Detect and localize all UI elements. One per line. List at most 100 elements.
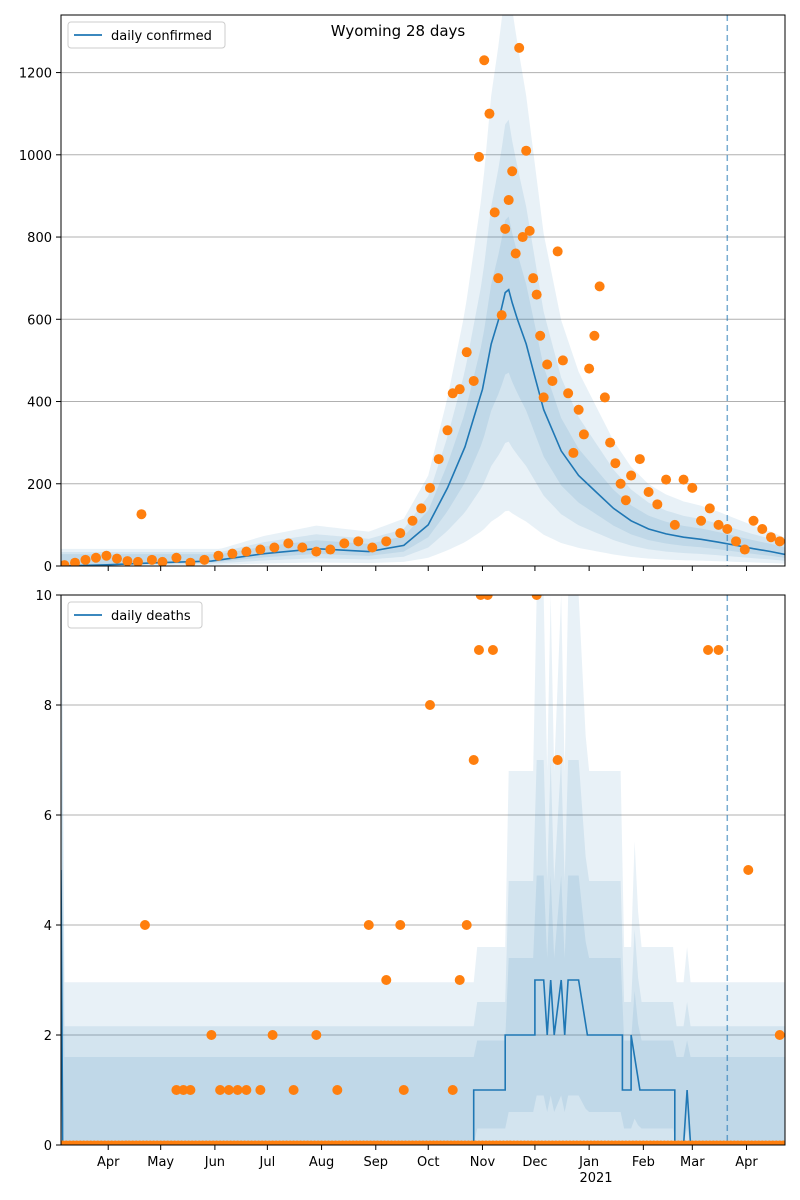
y-tick-label: 1000: [19, 149, 52, 164]
legend-label: daily confirmed: [111, 29, 212, 44]
y-tick-label: 8: [44, 699, 52, 714]
y-tick-label: 600: [27, 313, 52, 328]
data-point: [757, 523, 768, 534]
data-point: [510, 248, 521, 259]
data-point: [332, 1085, 343, 1095]
data-point: [620, 495, 631, 506]
data-point: [367, 542, 378, 553]
y-tick-label: 1200: [19, 67, 52, 82]
data-point: [482, 595, 493, 600]
chart-title: Wyoming 28 days: [331, 22, 466, 40]
data-point: [528, 273, 539, 284]
data-point: [288, 1085, 299, 1095]
data-point: [599, 392, 610, 403]
data-point: [381, 975, 392, 985]
data-point: [424, 700, 435, 710]
data-point: [139, 920, 150, 930]
data-point: [678, 474, 689, 485]
data-point: [748, 515, 759, 526]
data-point: [395, 920, 406, 930]
data-point: [339, 538, 350, 549]
data-point: [552, 246, 563, 257]
data-point: [626, 470, 637, 481]
data-point: [454, 975, 465, 985]
data-point: [652, 499, 663, 510]
data-point: [487, 645, 498, 655]
data-point: [687, 482, 698, 493]
series-line: [61, 869, 785, 1145]
data-point: [398, 1085, 409, 1095]
deaths-panel: 0 2 4 6 8 10 daily deaths: [35, 589, 786, 1154]
data-point: [731, 536, 742, 547]
data-point: [433, 454, 444, 465]
data-point: [171, 1085, 182, 1095]
x-tick-label: Apr: [97, 1155, 120, 1170]
data-point: [557, 355, 568, 366]
data-point: [743, 865, 754, 875]
series-line: [61, 288, 785, 566]
legend-box: [67, 601, 203, 629]
x-tick-label: Nov: [470, 1155, 496, 1170]
data-point: [479, 55, 490, 66]
data-point: [589, 330, 600, 341]
data-point: [442, 425, 453, 436]
data-point: [146, 554, 157, 565]
data-point: [774, 536, 785, 547]
x-axis: Apr May Jun Jul Aug Sep Oct Nov Dec Jan Feb Mar Apr: [97, 1155, 758, 1170]
data-point: [136, 509, 147, 520]
data-point: [535, 330, 546, 341]
x-tick-label: Aug: [309, 1155, 334, 1170]
data-point: [111, 553, 122, 564]
y-tick-label: 6: [44, 809, 52, 824]
x-tick-label: May: [147, 1155, 174, 1170]
data-point: [80, 554, 91, 565]
data-point: [424, 482, 435, 493]
data-point: [461, 347, 472, 358]
data-point: [774, 1030, 785, 1040]
data-point: [594, 281, 605, 292]
data-point: [661, 474, 672, 485]
data-point: [468, 755, 479, 765]
y-tick-label: 4: [44, 919, 52, 934]
data-point: [395, 528, 406, 539]
x-tick-label: Jul: [259, 1155, 276, 1170]
data-point: [311, 1030, 322, 1040]
data-point: [215, 1085, 226, 1095]
uncertainty-band: [61, 595, 785, 1145]
data-point: [185, 1085, 196, 1095]
y-tick-label: 200: [27, 478, 52, 493]
data-point: [643, 486, 654, 497]
confirmed-panel: 0 200 400 600 800 1000 1200 daily confirmed: [19, 14, 786, 575]
data-point: [101, 550, 112, 561]
data-point: [696, 515, 707, 526]
data-point: [90, 552, 101, 563]
data-point: [739, 544, 750, 555]
data-point: [493, 273, 504, 284]
legend-box: [67, 21, 226, 49]
data-point: [778, 1140, 785, 1145]
data-point: [297, 542, 308, 553]
x-tick-label: Mar: [680, 1155, 705, 1170]
data-point: [178, 1085, 189, 1095]
data-point: [722, 523, 733, 534]
data-point: [311, 546, 322, 557]
data-point: [766, 532, 777, 543]
data-point: [223, 1085, 234, 1095]
data-point: [531, 289, 542, 300]
data-point: [461, 920, 472, 930]
legend-label: daily deaths: [111, 609, 191, 624]
plot-area: [61, 595, 785, 1145]
data-point: [69, 557, 80, 566]
axes-frame: [60, 14, 786, 567]
data-point: [615, 478, 626, 489]
data-point: [199, 554, 210, 565]
x-axis-year-label: 2021: [579, 1171, 612, 1186]
data-point: [568, 447, 579, 458]
data-point: [363, 920, 374, 930]
data-point: [255, 1085, 266, 1095]
data-point: [468, 375, 479, 386]
data-point: [283, 538, 294, 549]
data-point: [241, 546, 252, 557]
data-point: [547, 375, 558, 386]
